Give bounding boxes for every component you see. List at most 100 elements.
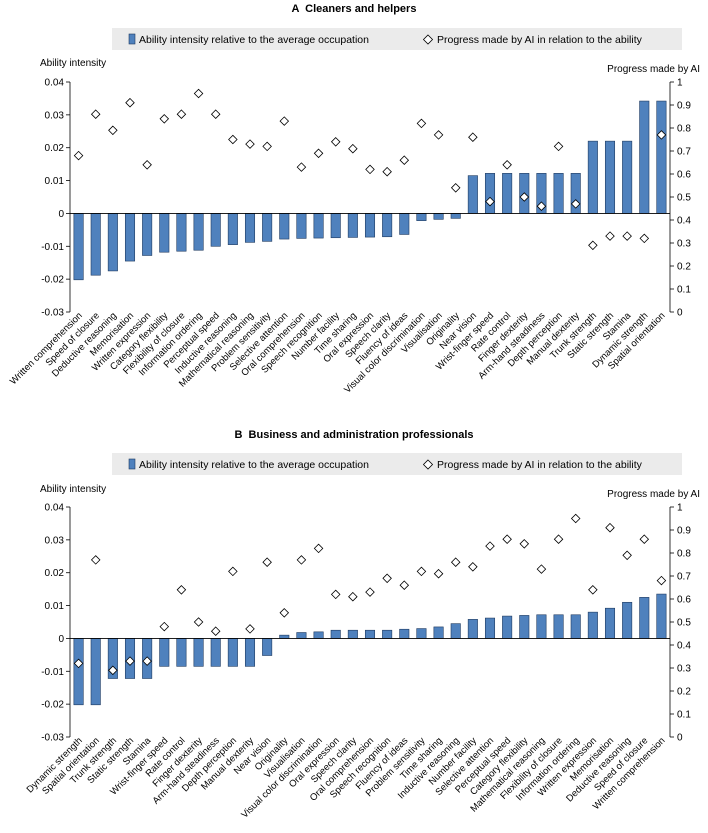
- panel-b-ai-progress-marker: [142, 656, 152, 666]
- panel-a-y-tick-label: -0.03: [41, 308, 64, 319]
- panel-a-bar: [244, 213, 256, 243]
- panel-a-bar: [193, 213, 204, 251]
- panel-b-ai-progress-marker: [553, 534, 564, 544]
- panel-b-y-tick-label: -0.01: [41, 667, 64, 678]
- panel-a-ai-progress-marker: [433, 130, 444, 140]
- panel-a-bar: [176, 213, 187, 252]
- panel-b-bar: [364, 629, 376, 639]
- panel-b-ai-progress-marker: [588, 585, 598, 595]
- panel-a-bar: [553, 173, 564, 214]
- panel-b-bar: [90, 638, 101, 706]
- panel-a-ai-progress-marker: [605, 231, 615, 241]
- panel-a-ai-progress-marker: [553, 141, 564, 152]
- panel-a-ai-progress-marker: [90, 109, 101, 119]
- panel-a-ai-progress-marker: [365, 164, 375, 175]
- panel-b-ai-progress-marker: [330, 589, 341, 600]
- panel-a-y2-tick-label: 0: [677, 308, 683, 319]
- panel-a-ai-progress-marker: [142, 160, 152, 170]
- panel-a-ai-progress-marker: [570, 199, 581, 209]
- panel-a-y-tick-label: 0: [58, 209, 64, 220]
- panel-a-ai-progress-marker: [108, 125, 118, 136]
- panel-b-ai-progress-marker: [108, 665, 118, 676]
- panel-a-ai-progress-marker: [125, 97, 135, 108]
- panel-a-ai-progress-marker: [176, 109, 187, 119]
- panel-b-bar: [416, 628, 427, 639]
- panel-b-bar: [484, 617, 496, 639]
- panel-a-y2-tick-label: 0.3: [677, 239, 691, 250]
- panel-a-ai-progress-marker: [656, 130, 667, 140]
- panel-b-y2-tick-label: 0.4: [677, 641, 691, 652]
- panel-a: A Cleaners and helpers Ability intensity…: [8, 3, 700, 396]
- panel-b-ai-progress-marker: [639, 534, 650, 544]
- panel-a-ai-progress-marker: [502, 160, 512, 170]
- panel-b-y2-axis-label: Progress made by AI: [607, 489, 700, 500]
- panel-b-y2-tick-label: 1: [677, 503, 683, 514]
- panel-a-bar: [467, 175, 478, 214]
- panel-a-y-tick-label: -0.01: [41, 242, 64, 253]
- panel-a-bar: [142, 213, 153, 256]
- panel-b-bar: [330, 629, 341, 639]
- panel-a-title: A Cleaners and helpers: [292, 3, 417, 15]
- panel-b-ai-progress-marker: [570, 513, 581, 524]
- panel-b-ai-progress-marker: [468, 562, 478, 572]
- panel-b-y2-tick-label: 0.8: [677, 549, 691, 560]
- panel-b-bar: [176, 638, 187, 667]
- panel-a-bar: [622, 140, 633, 214]
- panel-a-bar: [90, 213, 101, 276]
- panel-a-y2-tick-label: 0.5: [677, 193, 691, 204]
- panel-b-y2-tick-label: 0.3: [677, 664, 691, 675]
- panel-b-legend-bar-swatch: [128, 458, 136, 470]
- panel-a-ai-progress-marker: [382, 166, 392, 177]
- panel-a-y2-tick-label: 0.2: [677, 262, 691, 273]
- panel-a-y2-tick-label: 0.4: [677, 216, 691, 227]
- panel-b-ai-progress-marker: [536, 564, 547, 574]
- panel-b-bar: [570, 614, 581, 639]
- panel-a-plot-area: 0.04 0.03 0.02 0.01 0 -0.01 -0.02 -0.03 1 0.9 0.8 0…: [8, 78, 691, 396]
- panel-a-bar: [382, 213, 393, 238]
- panel-a-ai-progress-marker: [279, 116, 290, 126]
- panel-b-bar: [279, 634, 290, 639]
- panel-b-bar: [467, 619, 478, 639]
- panel-b-y2-tick-label: 0: [677, 733, 683, 744]
- panel-a-bar: [279, 213, 290, 240]
- panel-b-ai-progress-marker: [399, 580, 410, 590]
- panel-b-bar: [433, 626, 444, 639]
- panel-b-bar: [536, 614, 547, 639]
- panel-b-bar: [296, 632, 307, 639]
- panel-a-y-tick-label: -0.02: [41, 275, 64, 286]
- panel-b-ai-progress-marker: [622, 550, 632, 561]
- panel-b-y-tick-label: 0.04: [45, 503, 65, 514]
- panel-a-ai-progress-marker: [519, 192, 530, 202]
- panel-a-bar: [604, 140, 616, 214]
- panel-b-bar: [227, 638, 238, 667]
- panel-a-y2-tick-label: 0.8: [677, 124, 691, 135]
- panel-a-ai-progress-marker: [159, 114, 170, 124]
- panel-a-y2-tick-label: 0.1: [677, 285, 691, 296]
- panel-a-ai-progress-marker: [622, 231, 632, 241]
- panel-a-bar: [262, 213, 273, 242]
- panel-b-ai-progress-marker: [228, 566, 238, 577]
- panel-a-ai-progress-marker: [348, 143, 358, 154]
- panel-b-bar: [73, 638, 84, 706]
- panel-b-bar: [399, 628, 410, 639]
- panel-b-ai-progress-marker: [73, 658, 84, 669]
- panel-b-bar: [450, 623, 461, 639]
- panel-b-plot-area: 0.04 0.03 0.02 0.01 0 -0.01 -0.02 -0.03 1 0.9 0.8 0…: [25, 503, 692, 821]
- panel-a-ai-progress-marker: [588, 240, 598, 251]
- panel-b-ai-progress-marker: [245, 624, 255, 634]
- panel-a-legend-diamond-icon: [422, 34, 434, 45]
- panel-a-bar: [330, 213, 341, 239]
- panel-a-bar: [313, 213, 324, 239]
- panel-b-ai-progress-marker: [382, 573, 392, 584]
- panel-b-ai-progress-marker: [193, 617, 204, 627]
- panel-a-ai-progress-marker: [468, 132, 478, 142]
- panel-a-ai-progress-marker: [639, 233, 650, 244]
- panel-b-y-tick-label: -0.02: [41, 700, 64, 711]
- panel-a-y2-tick-label: 1: [677, 78, 683, 89]
- panel-a-bar: [73, 213, 84, 281]
- panel-b-ai-progress-marker: [416, 566, 427, 577]
- panel-b-y-axis-label: Ability intensity: [40, 484, 106, 495]
- panel-b-bar: [262, 638, 273, 656]
- panel-b-bar: [519, 615, 530, 639]
